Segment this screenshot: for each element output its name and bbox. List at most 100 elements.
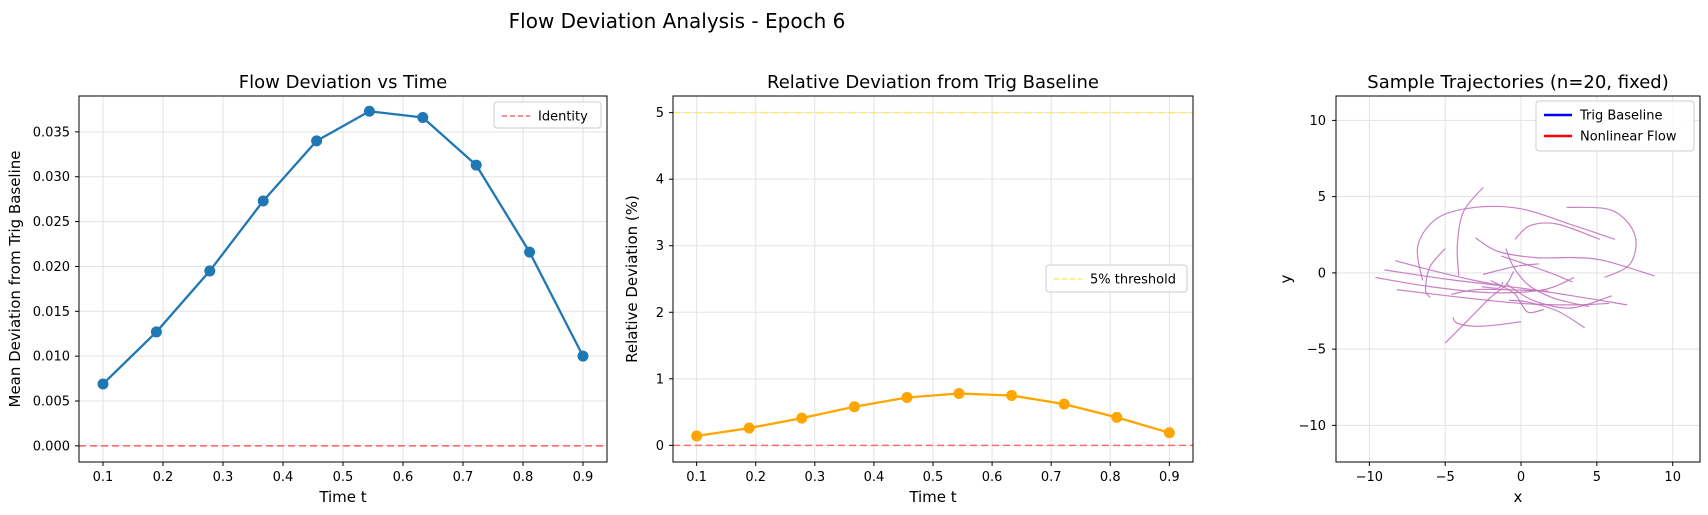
x-tick-label: 10	[1664, 470, 1681, 485]
trajectory-line	[1505, 283, 1613, 309]
x-tick-label: 0.3	[213, 470, 234, 485]
y-tick-label: 0.035	[33, 125, 70, 140]
y-tick-label: 0.030	[33, 170, 70, 185]
legend-label: 5% threshold	[1090, 273, 1176, 288]
y-axis-label: y	[1277, 274, 1295, 283]
y-tick-label: 10	[1309, 114, 1326, 129]
trajectory-line	[1444, 271, 1515, 344]
y-tick-label: 5	[656, 106, 664, 121]
trajectory-line	[1375, 276, 1575, 294]
x-tick-label: 0.5	[333, 470, 354, 485]
trajectory-line	[1424, 248, 1446, 298]
data-point	[257, 195, 269, 207]
x-tick-label: 0.4	[273, 470, 294, 485]
y-tick-label: 2	[656, 306, 664, 321]
axes-frame	[1335, 95, 1701, 463]
x-tick-label: 0.4	[864, 470, 885, 485]
y-tick-label: 3	[656, 239, 664, 254]
data-point	[204, 265, 216, 277]
y-tick-label: 0.020	[33, 260, 70, 275]
trajectory-line	[1501, 255, 1573, 283]
data-point	[1006, 389, 1018, 401]
y-tick-label: 0.005	[33, 395, 70, 410]
x-tick-label: 0.5	[923, 470, 944, 485]
data-point	[311, 135, 323, 147]
x-tick-label: 0.1	[93, 470, 114, 485]
data-point	[691, 430, 703, 442]
data-point	[150, 326, 162, 338]
panel-relative-deviation: 0.1 0.2 0.3 0.4 0.5 0.6 0.7 0.8 0.9 0 1 2 3 4 5 Relativ…	[623, 72, 1194, 506]
legend-box	[493, 101, 602, 129]
trajectory-line	[1452, 316, 1522, 327]
x-tick-label: 5	[1593, 470, 1601, 485]
y-tick-label: 0.015	[33, 305, 70, 320]
data-point	[1163, 427, 1175, 439]
y-tick-label: 0.010	[33, 350, 70, 365]
data-point	[470, 159, 482, 171]
y-axis-label: Relative Deviation (%)	[623, 195, 641, 363]
trajectory-line	[1481, 281, 1504, 289]
x-tick-label: −5	[1436, 470, 1455, 485]
figure-title: Flow Deviation Analysis - Epoch 6	[509, 9, 846, 33]
x-axis-label: Time t	[908, 488, 956, 506]
y-tick-label: 5	[1318, 190, 1326, 205]
x-tick-label: 0.6	[982, 470, 1003, 485]
data-point	[1058, 398, 1070, 410]
data-point	[901, 391, 913, 403]
legend-label: Trig Baseline	[1579, 109, 1663, 124]
x-tick-label: 0.2	[745, 470, 766, 485]
x-tick-label: 0.8	[1100, 470, 1121, 485]
legend-label: Identity	[538, 110, 588, 125]
data-point	[743, 422, 755, 434]
y-tick-label: 0	[1318, 266, 1326, 281]
data-point	[363, 105, 375, 117]
x-tick-label: 0.6	[393, 470, 414, 485]
x-tick-label: 0	[1517, 470, 1525, 485]
x-tick-label: 0.7	[1041, 470, 1062, 485]
trajectory-line	[1508, 299, 1586, 329]
data-point	[848, 401, 860, 413]
data-point	[524, 246, 536, 258]
series-line	[696, 392, 1170, 438]
panel-flow-deviation: 0.1 0.2 0.3 0.4 0.5 0.6 0.7 0.8 0.9 0.000 0.005 0.0…	[6, 72, 608, 506]
trajectory-line	[1416, 205, 1616, 281]
legend-box	[1045, 264, 1188, 293]
trajectory-line	[1566, 206, 1637, 279]
y-tick-label: −10	[1299, 419, 1326, 434]
x-tick-label: 0.8	[513, 470, 534, 485]
y-tick-label: 1	[656, 372, 664, 387]
x-tick-label: 0.9	[1159, 470, 1180, 485]
legend-box	[1535, 100, 1695, 152]
trajectory-line	[1396, 289, 1610, 306]
trajectory-line	[1482, 263, 1540, 275]
x-tick-label: −10	[1356, 470, 1383, 485]
trajectory-line	[1451, 288, 1549, 295]
chart-title: Flow Deviation vs Time	[239, 72, 447, 93]
data-point	[97, 378, 109, 390]
trajectory-line	[1456, 187, 1484, 276]
y-tick-label: 0	[656, 439, 664, 454]
data-point	[577, 350, 589, 362]
trajectory-line	[1395, 260, 1499, 286]
x-tick-label: 0.9	[573, 470, 594, 485]
x-axis-label: Time t	[318, 488, 366, 506]
y-tick-label: 0.000	[33, 439, 70, 454]
x-tick-label: 0.7	[453, 470, 474, 485]
trajectory-line	[1475, 237, 1655, 277]
x-tick-label: 0.3	[804, 470, 825, 485]
trajectory-line	[1514, 222, 1601, 240]
x-tick-label: 0.2	[153, 470, 174, 485]
y-tick-label: 4	[656, 173, 664, 188]
panel-sample-trajectories: −10 −5 0 5 10 −10 −5 0 5 10 Sample Trajectories (n…	[1277, 72, 1701, 506]
data-point	[1111, 411, 1123, 423]
trajectory-line	[1490, 279, 1544, 314]
trajectory-line	[1384, 269, 1628, 306]
y-tick-label: −5	[1307, 343, 1326, 358]
legend-label: Nonlinear Flow	[1580, 130, 1677, 145]
x-axis-label: x	[1514, 488, 1523, 506]
data-point	[953, 387, 965, 399]
series-line	[102, 110, 585, 385]
data-point	[796, 412, 808, 424]
chart-title: Relative Deviation from Trig Baseline	[767, 72, 1099, 93]
